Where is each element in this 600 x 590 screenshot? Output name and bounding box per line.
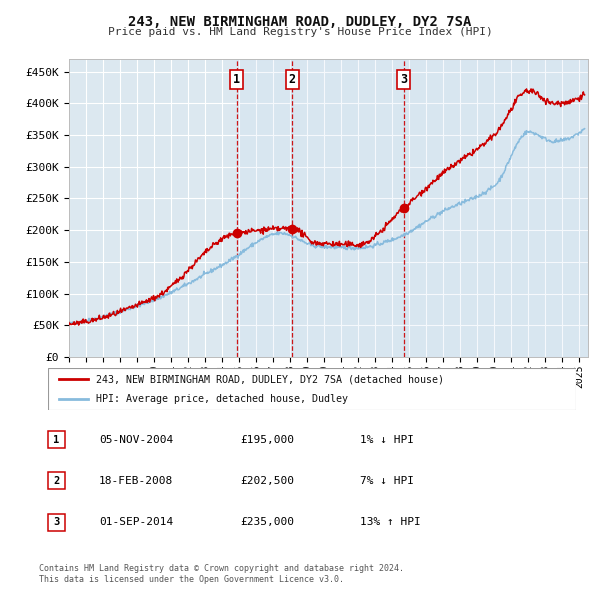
Bar bbox=[236, 59, 292, 357]
Text: 243, NEW BIRMINGHAM ROAD, DUDLEY, DY2 7SA: 243, NEW BIRMINGHAM ROAD, DUDLEY, DY2 7S… bbox=[128, 15, 472, 30]
FancyBboxPatch shape bbox=[48, 431, 65, 448]
Text: HPI: Average price, detached house, Dudley: HPI: Average price, detached house, Dudl… bbox=[95, 395, 347, 404]
Text: 3: 3 bbox=[400, 73, 407, 86]
FancyBboxPatch shape bbox=[48, 368, 576, 410]
Text: Price paid vs. HM Land Registry's House Price Index (HPI): Price paid vs. HM Land Registry's House … bbox=[107, 27, 493, 37]
Text: 2: 2 bbox=[289, 73, 296, 86]
Text: 3: 3 bbox=[53, 517, 59, 527]
Text: £195,000: £195,000 bbox=[240, 435, 294, 444]
Text: £202,500: £202,500 bbox=[240, 476, 294, 486]
Text: 01-SEP-2014: 01-SEP-2014 bbox=[99, 517, 173, 527]
Bar bbox=[404, 59, 588, 357]
Text: 1% ↓ HPI: 1% ↓ HPI bbox=[360, 435, 414, 444]
FancyBboxPatch shape bbox=[48, 514, 65, 530]
Text: Contains HM Land Registry data © Crown copyright and database right 2024.: Contains HM Land Registry data © Crown c… bbox=[39, 565, 404, 573]
Text: 1: 1 bbox=[53, 435, 59, 444]
FancyBboxPatch shape bbox=[48, 473, 65, 489]
Text: This data is licensed under the Open Government Licence v3.0.: This data is licensed under the Open Gov… bbox=[39, 575, 344, 584]
Text: 05-NOV-2004: 05-NOV-2004 bbox=[99, 435, 173, 444]
Text: 243, NEW BIRMINGHAM ROAD, DUDLEY, DY2 7SA (detached house): 243, NEW BIRMINGHAM ROAD, DUDLEY, DY2 7S… bbox=[95, 375, 443, 385]
Text: 13% ↑ HPI: 13% ↑ HPI bbox=[360, 517, 421, 527]
Text: 7% ↓ HPI: 7% ↓ HPI bbox=[360, 476, 414, 486]
Text: £235,000: £235,000 bbox=[240, 517, 294, 527]
Text: 2: 2 bbox=[53, 476, 59, 486]
Bar bbox=[292, 59, 404, 357]
Text: 18-FEB-2008: 18-FEB-2008 bbox=[99, 476, 173, 486]
Text: 1: 1 bbox=[233, 73, 240, 86]
